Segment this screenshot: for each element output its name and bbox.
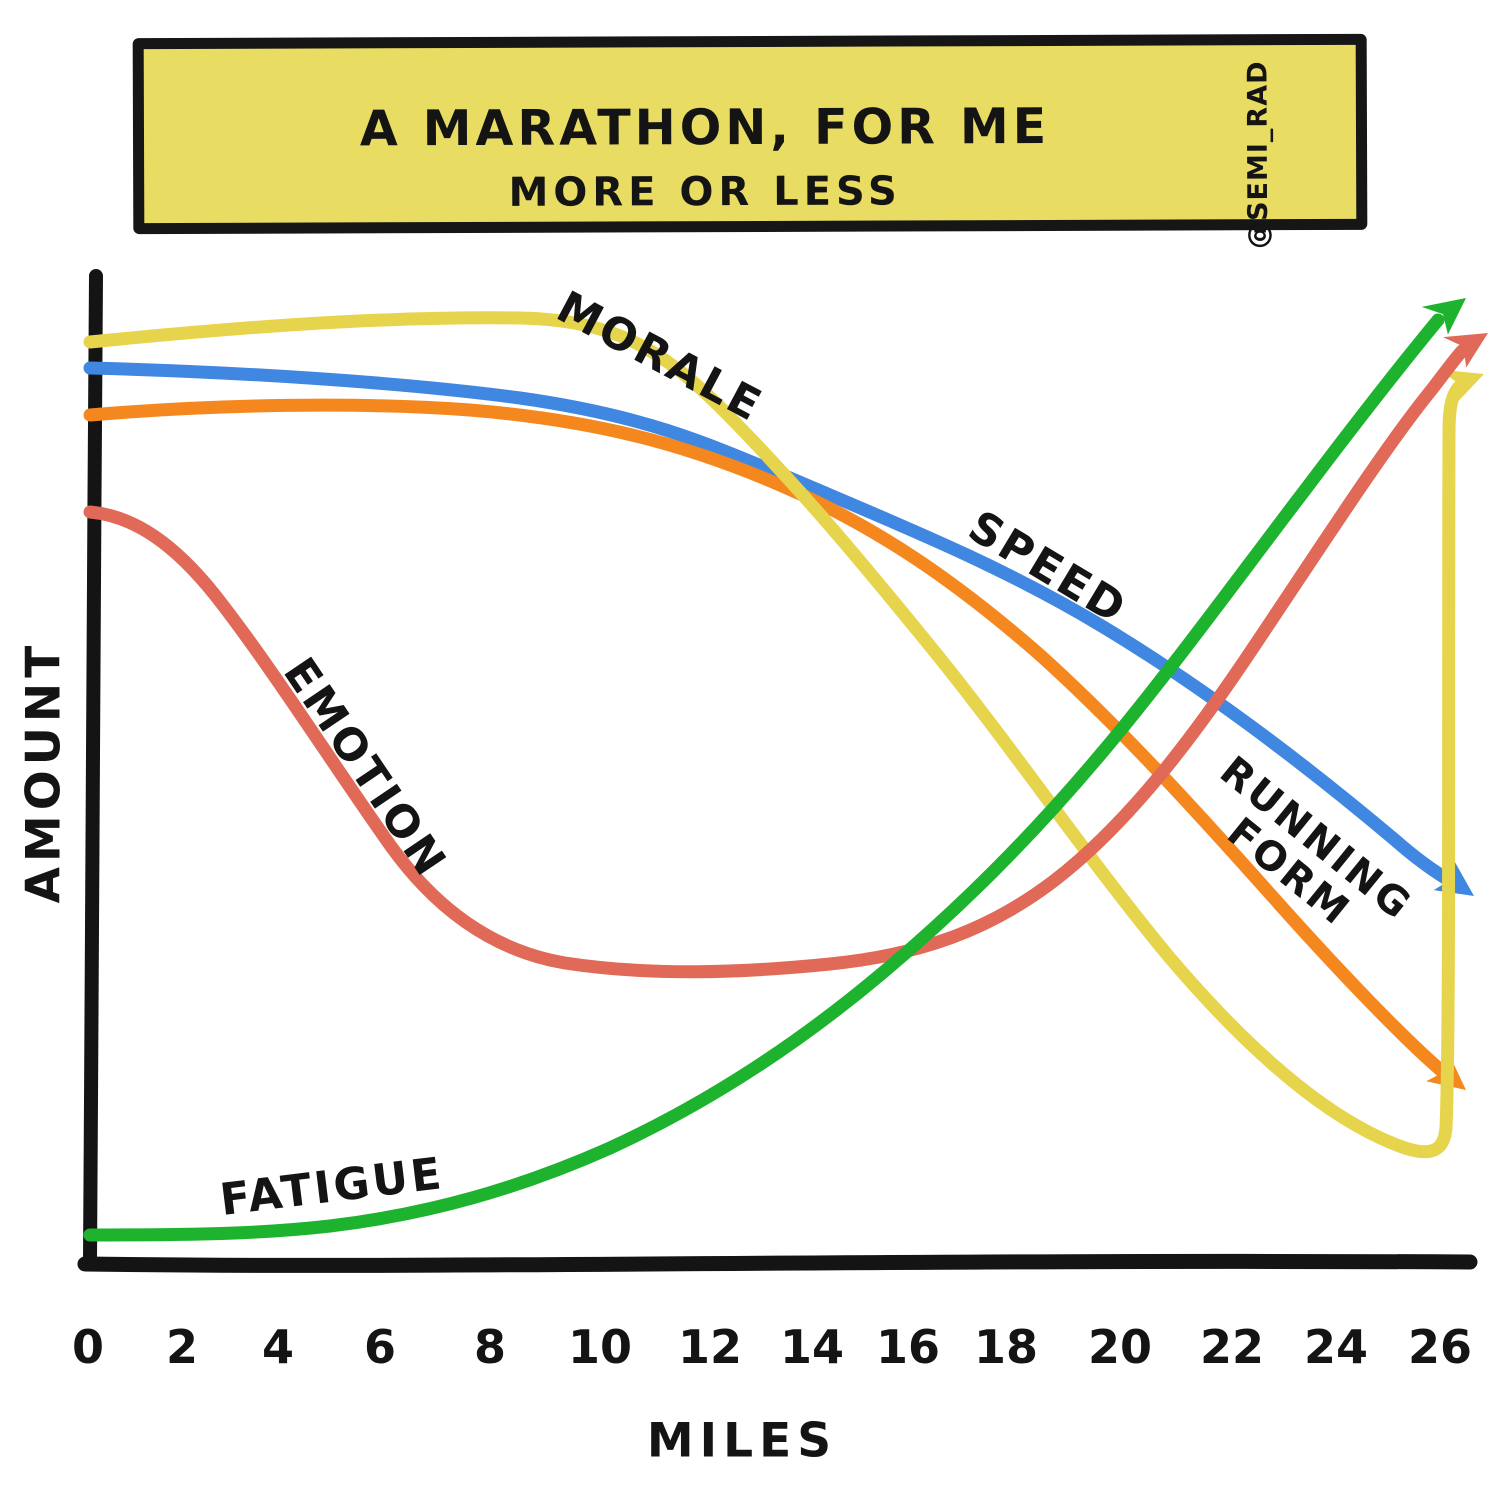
- x-tick-26: 26: [1407, 1320, 1473, 1374]
- x-tick-24: 24: [1303, 1320, 1369, 1374]
- x-tick-12: 12: [677, 1320, 743, 1374]
- fatigue-curve: [83, 313, 1445, 1242]
- x-tick-14: 14: [779, 1320, 845, 1374]
- emotion-curve: [83, 344, 1469, 979]
- x-tick-6: 6: [363, 1320, 397, 1374]
- running-form-curve: [83, 398, 1451, 1080]
- x-axis: [77, 1253, 1478, 1273]
- emotion-arrowhead: [1443, 333, 1488, 368]
- x-tick-2: 2: [165, 1320, 199, 1374]
- x-tick-8: 8: [473, 1320, 507, 1374]
- x-axis-label: MILES: [646, 1413, 838, 1469]
- x-tick-4: 4: [261, 1320, 295, 1374]
- x-tick-20: 20: [1087, 1320, 1153, 1374]
- speed-curve: [83, 361, 1459, 889]
- x-tick-0: 0: [71, 1320, 105, 1374]
- fatigue-arrowhead: [1421, 298, 1466, 335]
- morale-arrowhead: [1439, 369, 1484, 404]
- x-tick-10: 10: [567, 1320, 633, 1374]
- x-tick-16: 16: [875, 1320, 941, 1374]
- y-axis-label: AMOUNT: [16, 640, 72, 904]
- x-tick-22: 22: [1199, 1320, 1265, 1374]
- y-axis: [83, 269, 103, 1267]
- x-tick-18: 18: [973, 1320, 1039, 1374]
- speed-arrowhead: [1433, 856, 1474, 896]
- morale-curve: [83, 311, 1469, 1159]
